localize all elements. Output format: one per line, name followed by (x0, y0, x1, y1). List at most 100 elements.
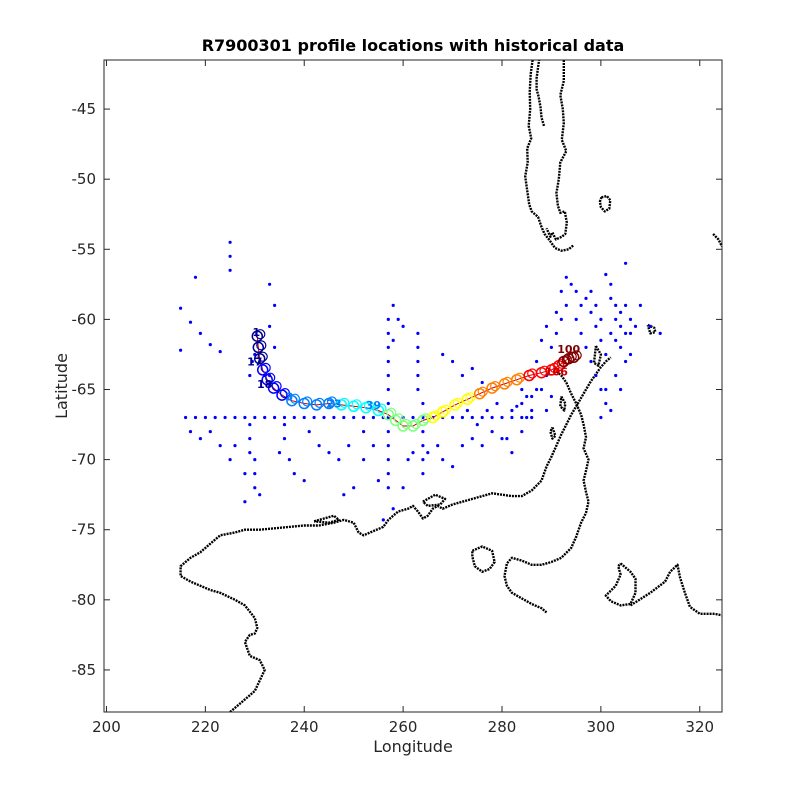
historical-point (228, 240, 232, 244)
historical-point (624, 359, 628, 364)
historical-point (441, 458, 445, 462)
historical-point (609, 282, 613, 286)
historical-point (208, 430, 212, 434)
historical-point (248, 451, 252, 455)
profile-number-label: 3 (286, 391, 294, 404)
historical-point (386, 401, 390, 406)
profile-number-label: 39 (366, 399, 381, 412)
historical-point (218, 350, 222, 354)
x-tick-label: 320 (685, 718, 714, 736)
historical-point (490, 430, 494, 434)
historical-point (594, 373, 598, 378)
profile-number-label: 17 (247, 356, 262, 369)
historical-point (638, 303, 643, 307)
x-tick-label: 220 (191, 718, 220, 736)
historical-point (258, 493, 262, 497)
historical-point (416, 359, 420, 364)
historical-point (386, 359, 390, 364)
historical-point (386, 331, 390, 335)
historical-point (604, 272, 608, 277)
profile-number-label: 1 (252, 326, 260, 339)
profile-point (363, 400, 375, 411)
coastline-7 (545, 60, 568, 241)
historical-point (599, 415, 603, 420)
historical-point (268, 324, 272, 328)
coastline-10 (646, 323, 657, 335)
historical-point (520, 430, 524, 434)
historical-point (554, 331, 559, 335)
historical-point (386, 458, 390, 462)
historical-point (253, 472, 257, 476)
historical-point (371, 415, 375, 420)
coastline-6 (524, 60, 575, 252)
historical-point (614, 338, 618, 342)
historical-point (347, 444, 351, 448)
coastline-5 (535, 60, 546, 127)
historical-point (386, 430, 390, 434)
historical-point (273, 345, 277, 349)
historical-point (539, 387, 544, 392)
profile-point (539, 365, 550, 376)
historical-point (589, 310, 593, 314)
historical-point (218, 444, 222, 448)
x-tick-label: 300 (587, 718, 616, 736)
historical-data-layer (179, 240, 662, 522)
historical-point (411, 451, 415, 455)
profile-point (265, 372, 276, 383)
historical-point (263, 415, 267, 420)
historical-point (599, 317, 603, 321)
historical-point (436, 444, 440, 448)
historical-point (628, 352, 633, 357)
profile-point (271, 381, 282, 392)
historical-point (470, 366, 474, 371)
plot-frame (103, 59, 723, 713)
historical-point (535, 359, 539, 364)
historical-point (559, 317, 563, 321)
historical-point (520, 415, 524, 420)
profile-label-layer: 1 17 18 3 23 39 100 106 (247, 326, 580, 412)
x-tick-label: 200 (92, 718, 121, 736)
historical-point (317, 444, 321, 448)
historical-point (614, 303, 618, 307)
historical-point (633, 324, 638, 328)
historical-point (460, 373, 464, 378)
historical-point (193, 275, 198, 279)
historical-point (520, 387, 524, 392)
historical-point (658, 331, 662, 335)
historical-point (282, 423, 287, 427)
historical-point (198, 437, 202, 441)
historical-point (480, 380, 484, 385)
historical-point (342, 493, 346, 497)
historical-point (416, 345, 420, 349)
coastline-9 (712, 233, 722, 248)
historical-point (604, 352, 608, 357)
historical-point (322, 415, 326, 420)
historical-point (460, 415, 464, 420)
historical-point (619, 387, 623, 392)
historical-point (184, 415, 188, 420)
historical-point (485, 408, 489, 413)
historical-point (381, 518, 385, 522)
historical-point (594, 324, 598, 328)
historical-point (253, 415, 257, 420)
historical-point (530, 415, 534, 420)
historical-point (609, 331, 613, 335)
historical-point (386, 472, 390, 476)
historical-point (233, 415, 237, 420)
historical-point (544, 324, 549, 328)
historical-point (465, 408, 469, 413)
historical-point (421, 458, 425, 462)
historical-point (287, 458, 291, 462)
historical-point (490, 415, 494, 420)
historical-point (495, 401, 499, 406)
profile-point (257, 351, 268, 362)
historical-point (648, 324, 652, 328)
historical-point (228, 254, 232, 258)
historical-point (406, 458, 410, 462)
x-tick-label: 260 (389, 718, 418, 736)
historical-point (243, 472, 247, 476)
historical-point (609, 408, 613, 413)
historical-point (292, 415, 296, 420)
historical-point (530, 408, 534, 413)
profile-point (465, 392, 476, 403)
